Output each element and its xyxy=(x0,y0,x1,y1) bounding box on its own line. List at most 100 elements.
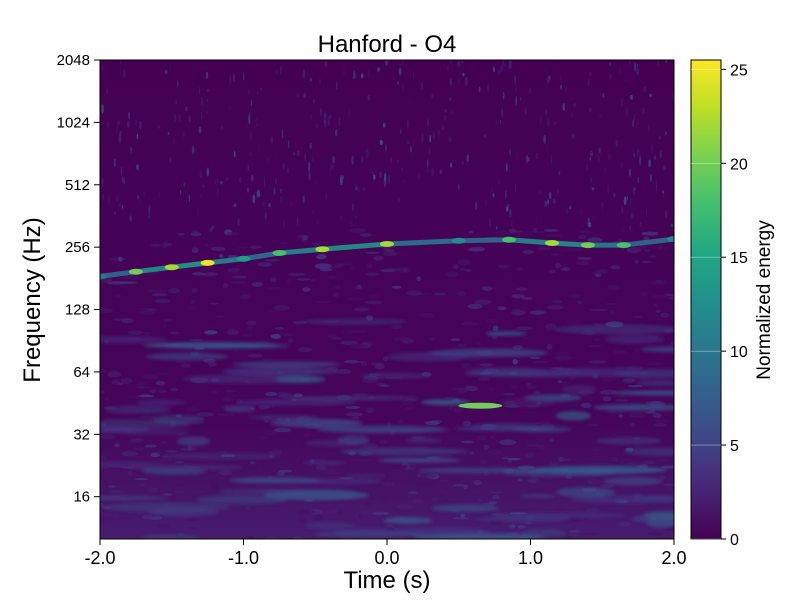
noise-speck xyxy=(128,112,131,119)
noise-speck xyxy=(391,285,402,289)
noise-speck xyxy=(383,356,389,362)
noise-speck xyxy=(201,275,208,278)
chirp-point xyxy=(545,240,559,246)
noise-speck xyxy=(660,465,674,469)
noise-speck xyxy=(100,502,105,508)
noise-speck xyxy=(623,196,627,205)
noise-speck xyxy=(169,62,171,71)
noise-speck xyxy=(497,264,510,269)
noise-speck xyxy=(371,511,390,515)
noise-speck xyxy=(349,228,366,233)
noise-speck xyxy=(146,487,159,494)
noise-speck xyxy=(323,112,327,122)
noise-speck xyxy=(266,286,281,291)
noise-speck xyxy=(165,69,168,75)
noise-speck xyxy=(568,205,572,210)
noise-speck xyxy=(331,163,335,170)
colorbar-tick-label: 25 xyxy=(730,62,748,79)
noise-speck xyxy=(116,195,120,202)
noise-speck xyxy=(499,439,517,446)
noise-speck xyxy=(636,68,639,76)
noise-speck xyxy=(138,415,157,419)
noise-speck xyxy=(462,72,465,77)
noise-speck xyxy=(407,118,409,129)
noise-speck xyxy=(315,178,317,185)
noise-speck xyxy=(292,536,303,539)
noise-speck xyxy=(553,121,557,125)
noise-speck xyxy=(627,461,644,466)
noise-speck xyxy=(250,101,252,106)
noise-speck xyxy=(354,215,358,219)
chirp-segment xyxy=(456,237,512,244)
noise-speck xyxy=(526,444,539,447)
noise-speck xyxy=(524,106,527,115)
noise-speck xyxy=(146,288,155,293)
noise-speck xyxy=(565,208,569,215)
noise-speck xyxy=(231,275,248,279)
noise-speck xyxy=(648,123,650,132)
noise-speck xyxy=(468,230,474,234)
noise-speck xyxy=(202,272,218,276)
low-frequency-band xyxy=(605,335,665,344)
noise-speck xyxy=(649,255,657,258)
low-frequency-band xyxy=(643,511,674,519)
noise-speck xyxy=(529,310,547,315)
noise-speck xyxy=(591,479,602,482)
noise-speck xyxy=(237,218,240,227)
noise-speck xyxy=(371,362,384,366)
noise-speck xyxy=(281,128,283,139)
low-frequency-band xyxy=(623,447,674,456)
noise-speck xyxy=(280,195,283,204)
noise-speck xyxy=(113,443,120,448)
noise-speck xyxy=(580,402,592,408)
noise-speck xyxy=(349,265,356,270)
colorbar-gradient xyxy=(690,59,722,540)
noise-speck xyxy=(479,363,493,367)
noise-speck xyxy=(171,483,185,487)
noise-speck xyxy=(429,337,436,341)
noise-speck xyxy=(600,483,615,488)
noise-speck xyxy=(598,147,601,154)
noise-speck xyxy=(549,462,559,466)
noise-speck xyxy=(219,253,224,259)
noise-speck xyxy=(287,337,294,343)
noise-speck xyxy=(216,186,219,197)
noise-speck xyxy=(515,82,517,92)
noise-speck xyxy=(492,494,500,500)
noise-speck xyxy=(625,365,644,371)
noise-speck xyxy=(379,139,383,146)
feature-blob xyxy=(458,402,503,409)
noise-speck xyxy=(658,135,661,140)
noise-speck xyxy=(529,356,541,359)
noise-speck xyxy=(580,506,588,511)
noise-speck xyxy=(665,210,668,219)
noise-speck xyxy=(562,266,571,271)
noise-speck xyxy=(451,110,454,115)
noise-speck xyxy=(326,334,337,338)
noise-speck xyxy=(327,115,331,126)
low-frequency-band xyxy=(635,380,674,386)
noise-speck xyxy=(495,120,498,126)
noise-speck xyxy=(165,243,173,246)
noise-speck xyxy=(162,493,173,496)
noise-speck xyxy=(190,299,196,305)
noise-speck xyxy=(656,60,659,67)
noise-speck xyxy=(639,155,642,166)
noise-speck xyxy=(555,262,561,269)
noise-speck xyxy=(308,170,311,181)
noise-speck xyxy=(535,479,551,483)
noise-speck xyxy=(488,501,498,505)
noise-speck xyxy=(365,251,380,254)
noise-speck xyxy=(625,76,627,81)
noise-speck xyxy=(543,229,558,232)
noise-speck xyxy=(313,514,324,521)
noise-speck xyxy=(310,279,316,282)
noise-speck xyxy=(661,190,665,194)
noise-speck xyxy=(233,151,236,158)
noise-speck xyxy=(355,504,370,509)
noise-speck xyxy=(463,420,472,427)
noise-speck xyxy=(117,382,124,385)
noise-speck xyxy=(206,167,210,177)
noise-speck xyxy=(579,230,595,234)
noise-speck xyxy=(552,233,564,238)
